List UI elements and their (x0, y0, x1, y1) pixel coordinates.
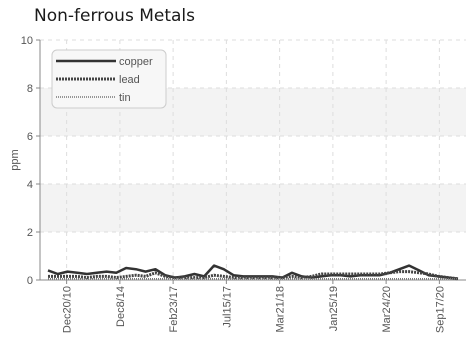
chart-title: Non-ferrous Metals (34, 6, 196, 26)
y-axis-label: ppm (9, 149, 21, 170)
x-tick-label: Dec20/10 (62, 286, 74, 333)
x-tick-label: Feb23/17 (168, 286, 180, 332)
legend-label-tin: tin (119, 92, 131, 104)
y-tick-label: 8 (27, 83, 33, 95)
y-tick-label: 2 (27, 227, 33, 239)
series-line-lead (48, 270, 459, 281)
x-tick-label: Mar24/20 (381, 286, 393, 332)
x-tick-label: Dec8/14 (115, 286, 127, 327)
y-tick-label: 0 (27, 275, 33, 287)
x-tick-label: Mar21/18 (275, 286, 287, 332)
y-tick-label: 10 (21, 35, 33, 47)
y-tick-label: 6 (27, 131, 33, 143)
x-tick-label: Jul15/17 (221, 286, 233, 328)
x-tick-label: Jan25/19 (328, 286, 340, 331)
plot-band (40, 184, 466, 232)
legend-label-copper: copper (119, 56, 153, 68)
y-tick-label: 4 (27, 179, 33, 191)
legend-label-lead: lead (119, 74, 140, 86)
x-tick-label: Sep17/20 (434, 286, 446, 333)
